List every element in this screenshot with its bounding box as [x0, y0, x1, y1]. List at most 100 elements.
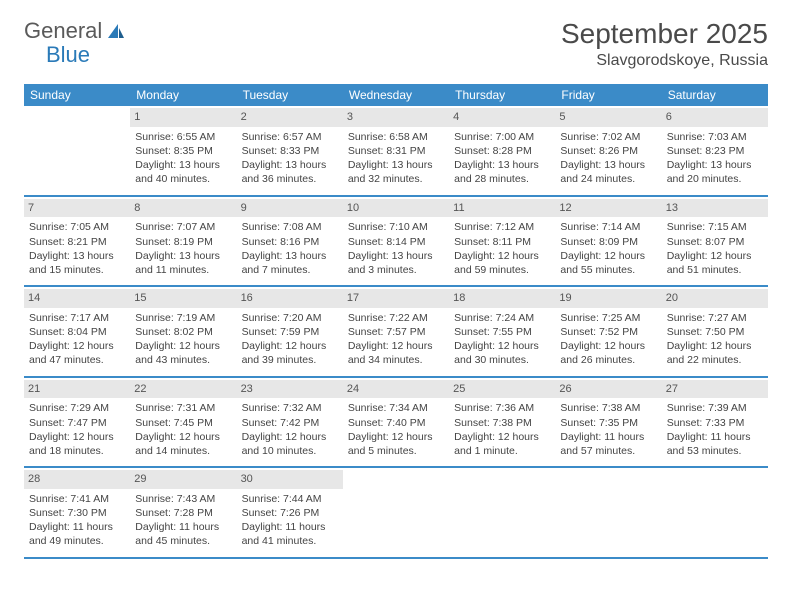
sunrise-text: Sunrise: 7:12 AM: [454, 220, 550, 234]
sunset-text: Sunset: 7:28 PM: [135, 506, 231, 520]
sunset-text: Sunset: 8:35 PM: [135, 144, 231, 158]
day-info: Sunrise: 7:20 AMSunset: 7:59 PMDaylight:…: [241, 311, 339, 368]
sunrise-text: Sunrise: 7:38 AM: [560, 401, 656, 415]
calendar-cell: 14Sunrise: 7:17 AMSunset: 8:04 PMDayligh…: [24, 287, 130, 376]
calendar-cell: 29Sunrise: 7:43 AMSunset: 7:28 PMDayligh…: [130, 468, 236, 557]
day-number: 15: [130, 289, 236, 308]
calendar-cell: 19Sunrise: 7:25 AMSunset: 7:52 PMDayligh…: [555, 287, 661, 376]
sunset-text: Sunset: 7:35 PM: [560, 416, 656, 430]
day-number: 11: [449, 199, 555, 218]
sunrise-text: Sunrise: 7:20 AM: [242, 311, 338, 325]
day-number: 24: [343, 380, 449, 399]
calendar-cell: 7Sunrise: 7:05 AMSunset: 8:21 PMDaylight…: [24, 197, 130, 286]
daylight-text: Daylight: 13 hours and 15 minutes.: [29, 249, 125, 277]
day-info: Sunrise: 7:39 AMSunset: 7:33 PMDaylight:…: [666, 401, 764, 458]
calendar-cell: [662, 468, 768, 557]
sunset-text: Sunset: 8:07 PM: [667, 235, 763, 249]
sunrise-text: Sunrise: 7:32 AM: [242, 401, 338, 415]
daylight-text: Daylight: 13 hours and 11 minutes.: [135, 249, 231, 277]
day-number: 9: [237, 199, 343, 218]
day-info: Sunrise: 7:27 AMSunset: 7:50 PMDaylight:…: [666, 311, 764, 368]
sunrise-text: Sunrise: 6:55 AM: [135, 130, 231, 144]
daylight-text: Daylight: 12 hours and 30 minutes.: [454, 339, 550, 367]
calendar-cell: 3Sunrise: 6:58 AMSunset: 8:31 PMDaylight…: [343, 106, 449, 195]
sunrise-text: Sunrise: 7:22 AM: [348, 311, 444, 325]
sunrise-text: Sunrise: 7:31 AM: [135, 401, 231, 415]
daylight-text: Daylight: 13 hours and 20 minutes.: [667, 158, 763, 186]
sunset-text: Sunset: 8:09 PM: [560, 235, 656, 249]
calendar-week: 14Sunrise: 7:17 AMSunset: 8:04 PMDayligh…: [24, 287, 768, 378]
daylight-text: Daylight: 12 hours and 26 minutes.: [560, 339, 656, 367]
sunrise-text: Sunrise: 6:58 AM: [348, 130, 444, 144]
day-number: 10: [343, 199, 449, 218]
calendar-cell: [449, 468, 555, 557]
sunset-text: Sunset: 7:47 PM: [29, 416, 125, 430]
daylight-text: Daylight: 12 hours and 14 minutes.: [135, 430, 231, 458]
day-info: Sunrise: 7:32 AMSunset: 7:42 PMDaylight:…: [241, 401, 339, 458]
calendar-cell: 10Sunrise: 7:10 AMSunset: 8:14 PMDayligh…: [343, 197, 449, 286]
sunset-text: Sunset: 8:33 PM: [242, 144, 338, 158]
sunrise-text: Sunrise: 7:08 AM: [242, 220, 338, 234]
day-info: Sunrise: 7:12 AMSunset: 8:11 PMDaylight:…: [453, 220, 551, 277]
sunset-text: Sunset: 7:26 PM: [242, 506, 338, 520]
daylight-text: Daylight: 12 hours and 39 minutes.: [242, 339, 338, 367]
sunrise-text: Sunrise: 7:36 AM: [454, 401, 550, 415]
sunset-text: Sunset: 8:19 PM: [135, 235, 231, 249]
sunrise-text: Sunrise: 7:07 AM: [135, 220, 231, 234]
day-info: Sunrise: 6:57 AMSunset: 8:33 PMDaylight:…: [241, 130, 339, 187]
day-info: Sunrise: 7:38 AMSunset: 7:35 PMDaylight:…: [559, 401, 657, 458]
day-number: 18: [449, 289, 555, 308]
logo-text-blue: Blue: [46, 42, 90, 68]
calendar-cell: 28Sunrise: 7:41 AMSunset: 7:30 PMDayligh…: [24, 468, 130, 557]
sunset-text: Sunset: 8:21 PM: [29, 235, 125, 249]
calendar-week: 28Sunrise: 7:41 AMSunset: 7:30 PMDayligh…: [24, 468, 768, 559]
day-number: 13: [662, 199, 768, 218]
calendar-cell: 26Sunrise: 7:38 AMSunset: 7:35 PMDayligh…: [555, 378, 661, 467]
day-number: 29: [130, 470, 236, 489]
sunset-text: Sunset: 7:38 PM: [454, 416, 550, 430]
day-number: 20: [662, 289, 768, 308]
day-info: Sunrise: 7:29 AMSunset: 7:47 PMDaylight:…: [28, 401, 126, 458]
day-info: Sunrise: 7:08 AMSunset: 8:16 PMDaylight:…: [241, 220, 339, 277]
day-info: Sunrise: 6:55 AMSunset: 8:35 PMDaylight:…: [134, 130, 232, 187]
sunset-text: Sunset: 7:33 PM: [667, 416, 763, 430]
daylight-text: Daylight: 12 hours and 22 minutes.: [667, 339, 763, 367]
daylight-text: Daylight: 12 hours and 5 minutes.: [348, 430, 444, 458]
sunrise-text: Sunrise: 7:15 AM: [667, 220, 763, 234]
calendar-cell: 8Sunrise: 7:07 AMSunset: 8:19 PMDaylight…: [130, 197, 236, 286]
daylight-text: Daylight: 12 hours and 1 minute.: [454, 430, 550, 458]
day-info: Sunrise: 7:15 AMSunset: 8:07 PMDaylight:…: [666, 220, 764, 277]
daylight-text: Daylight: 13 hours and 28 minutes.: [454, 158, 550, 186]
calendar-cell: 24Sunrise: 7:34 AMSunset: 7:40 PMDayligh…: [343, 378, 449, 467]
calendar-cell: 4Sunrise: 7:00 AMSunset: 8:28 PMDaylight…: [449, 106, 555, 195]
sunset-text: Sunset: 8:04 PM: [29, 325, 125, 339]
sunrise-text: Sunrise: 7:00 AM: [454, 130, 550, 144]
sunset-text: Sunset: 8:28 PM: [454, 144, 550, 158]
sunrise-text: Sunrise: 7:39 AM: [667, 401, 763, 415]
daylight-text: Daylight: 11 hours and 53 minutes.: [667, 430, 763, 458]
day-number: 30: [237, 470, 343, 489]
calendar-cell: 30Sunrise: 7:44 AMSunset: 7:26 PMDayligh…: [237, 468, 343, 557]
daylight-text: Daylight: 12 hours and 34 minutes.: [348, 339, 444, 367]
day-info: Sunrise: 7:19 AMSunset: 8:02 PMDaylight:…: [134, 311, 232, 368]
calendar-cell: 25Sunrise: 7:36 AMSunset: 7:38 PMDayligh…: [449, 378, 555, 467]
daylight-text: Daylight: 12 hours and 47 minutes.: [29, 339, 125, 367]
sunset-text: Sunset: 7:45 PM: [135, 416, 231, 430]
dayhead-mon: Monday: [130, 84, 236, 106]
calendar-dayhead: Sunday Monday Tuesday Wednesday Thursday…: [24, 84, 768, 106]
sunrise-text: Sunrise: 6:57 AM: [242, 130, 338, 144]
daylight-text: Daylight: 13 hours and 32 minutes.: [348, 158, 444, 186]
sunrise-text: Sunrise: 7:34 AM: [348, 401, 444, 415]
logo: General: [24, 18, 128, 44]
calendar-cell: 13 Sunrise: 7:15 AMSunset: 8:07 PMDayligh…: [662, 197, 768, 286]
calendar-cell: 1Sunrise: 6:55 AMSunset: 8:35 PMDaylight…: [130, 106, 236, 195]
calendar-cell: 18Sunrise: 7:24 AMSunset: 7:55 PMDayligh…: [449, 287, 555, 376]
calendar-cell: 17Sunrise: 7:22 AMSunset: 7:57 PMDayligh…: [343, 287, 449, 376]
sunrise-text: Sunrise: 7:14 AM: [560, 220, 656, 234]
sunrise-text: Sunrise: 7:10 AM: [348, 220, 444, 234]
sunset-text: Sunset: 7:50 PM: [667, 325, 763, 339]
sunset-text: Sunset: 7:57 PM: [348, 325, 444, 339]
day-info: Sunrise: 7:03 AMSunset: 8:23 PMDaylight:…: [666, 130, 764, 187]
day-number: 6: [662, 108, 768, 127]
sunset-text: Sunset: 8:23 PM: [667, 144, 763, 158]
